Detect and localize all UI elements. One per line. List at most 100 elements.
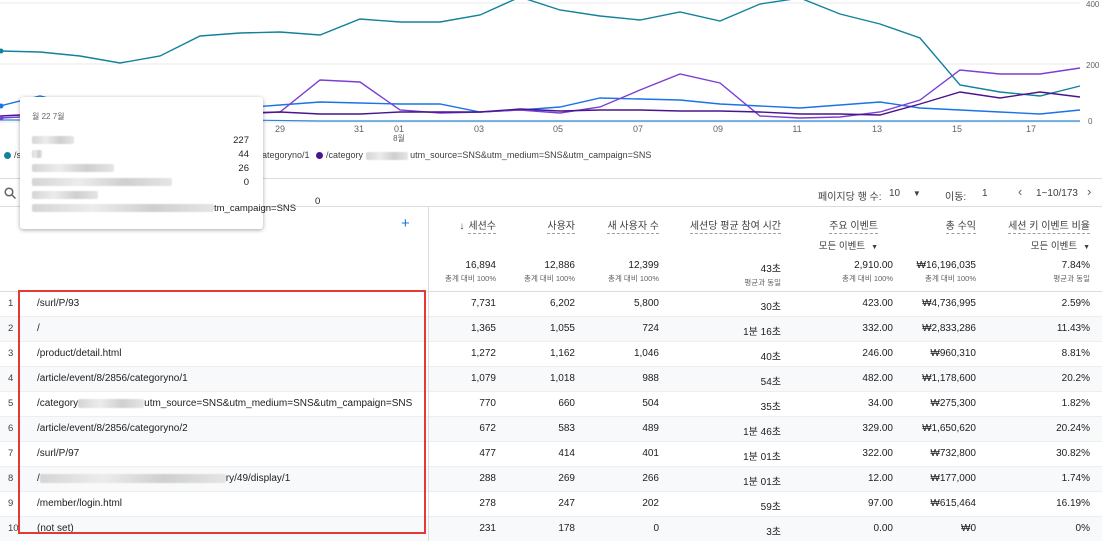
dropdown-arrow-icon: ▼ bbox=[912, 189, 921, 198]
redacted-text bbox=[32, 150, 42, 159]
col-header-key-events[interactable]: 주요 이벤트 모든 이벤트 ▼ bbox=[819, 217, 878, 252]
tooltip-row bbox=[32, 190, 249, 202]
col-header-sessions[interactable]: ↓ 세션수 bbox=[459, 217, 496, 234]
col-header-users[interactable]: 사용자 bbox=[547, 217, 575, 234]
redacted-text bbox=[365, 151, 408, 160]
col-header-new-users[interactable]: 새 사용자 수 bbox=[607, 217, 659, 234]
legend-item-2[interactable]: ategoryno/1 bbox=[262, 150, 310, 160]
row-divider bbox=[0, 391, 1102, 392]
page-path[interactable]: / bbox=[37, 323, 40, 334]
tooltip-row: 227 bbox=[32, 135, 249, 147]
series-point bbox=[0, 48, 4, 54]
column-separator bbox=[428, 291, 429, 541]
add-dimension-icon[interactable]: + bbox=[401, 215, 410, 232]
sort-arrow-icon: ↓ bbox=[459, 221, 465, 232]
x-tick-07: 07 bbox=[633, 124, 643, 134]
col-header-avg-engagement[interactable]: 세션당 평균 참여 시간 bbox=[689, 217, 781, 234]
x-tick-05: 05 bbox=[553, 124, 563, 134]
x-tick-09: 09 bbox=[713, 124, 723, 134]
total-revenue: ₩16,196,035 총계 대비 100% bbox=[916, 260, 977, 283]
highlight-box bbox=[18, 290, 426, 534]
goto-input[interactable]: 1 bbox=[982, 188, 988, 199]
total-key-events: 2,910.00 총계 대비 100% bbox=[842, 260, 893, 283]
col-header-key-event-rate[interactable]: 세션 키 이벤트 비율 모든 이벤트 ▼ bbox=[1008, 217, 1090, 252]
table-row[interactable]: 10 (not set) 231 178 0 3초 0.00 ₩0 0% bbox=[0, 516, 1102, 541]
page-path[interactable]: /surl/P/93 bbox=[37, 298, 80, 309]
x-tick-month: 8월 bbox=[393, 133, 405, 143]
key-events-filter[interactable]: 모든 이벤트 ▼ bbox=[818, 241, 878, 252]
tooltip-title: 월 22 7월 bbox=[32, 112, 65, 121]
table-row[interactable]: 2 / 1,365 1,055 724 1분 16초 332.00 ₩2,833… bbox=[0, 316, 1102, 341]
x-tick-15: 15 bbox=[952, 124, 962, 134]
page-path[interactable]: /member/login.html bbox=[37, 498, 123, 509]
page-path[interactable]: / ry/49/display/1 bbox=[37, 473, 291, 484]
row-divider bbox=[0, 516, 1102, 517]
table-row[interactable]: 4 /article/event/8/2856/categoryno/1 1,0… bbox=[0, 366, 1102, 391]
table-header: + ↓ 세션수 사용자 새 사용자 수 세션당 평균 참여 시간 주요 이벤트 모… bbox=[0, 207, 1102, 291]
divider bbox=[0, 206, 1102, 207]
row-divider bbox=[0, 466, 1102, 467]
column-separator bbox=[428, 207, 429, 291]
table-row[interactable]: 9 /member/login.html 278 247 202 59초 97.… bbox=[8, 498, 1090, 513]
dropdown-arrow-icon: ▼ bbox=[1083, 244, 1090, 251]
redacted-text bbox=[39, 473, 226, 483]
table-row[interactable]: 5 /category utm_source=SNS&utm_medium=SNS… bbox=[8, 398, 1090, 413]
redacted-text bbox=[32, 204, 214, 213]
x-tick-03: 03 bbox=[474, 124, 484, 134]
divider bbox=[0, 291, 1102, 292]
table-row[interactable]: 6 /article/event/8/2856/categoryno/2 672… bbox=[0, 416, 1102, 441]
col-header-revenue[interactable]: 총 수익 bbox=[945, 217, 976, 234]
x-tick-17: 17 bbox=[1026, 124, 1036, 134]
table-row[interactable]: 3 /product/detail.html 1,272 1,162 1,046… bbox=[8, 348, 1090, 363]
goto-label: 이동: bbox=[945, 192, 967, 203]
page-range: 1~10/173 bbox=[1036, 188, 1078, 199]
redacted-text bbox=[78, 398, 145, 408]
redacted-text bbox=[32, 164, 114, 173]
tooltip-row: 44 bbox=[32, 149, 249, 161]
legend-item-3[interactable]: /category utm_source=SNS&utm_medium=SNS&… bbox=[316, 150, 651, 160]
legend-dot-icon bbox=[4, 152, 11, 159]
search-icon[interactable] bbox=[4, 187, 16, 199]
row-divider bbox=[0, 441, 1102, 442]
row-divider bbox=[0, 341, 1102, 342]
chart-tooltip: 월 22 7월 227 44 26 0 tm_campaign=SNS bbox=[20, 97, 296, 229]
total-sessions: 16,894 총계 대비 100% bbox=[445, 260, 496, 283]
row-divider bbox=[0, 416, 1102, 417]
page-path[interactable]: /product/detail.html bbox=[37, 348, 122, 359]
series-line-1 bbox=[0, 0, 1081, 97]
page-path[interactable]: /article/event/8/2856/categoryno/1 bbox=[37, 373, 188, 384]
table-row[interactable]: 1 /surl/P/93 7,731 6,202 5,800 30초 423.0… bbox=[8, 298, 1090, 313]
redacted-text bbox=[32, 136, 74, 145]
prev-page-icon[interactable]: ‹ bbox=[1018, 184, 1023, 199]
key-event-rate-filter[interactable]: 모든 이벤트 ▼ bbox=[1030, 241, 1090, 252]
legend-item-1[interactable]: /s bbox=[4, 150, 21, 160]
next-page-icon[interactable]: › bbox=[1087, 184, 1092, 199]
tooltip-row: 26 bbox=[32, 163, 249, 175]
legend-dot-icon bbox=[316, 152, 323, 159]
x-tick-29: 29 bbox=[275, 124, 285, 134]
total-new-users: 12,399 총계 대비 100% bbox=[608, 260, 659, 283]
series-point bbox=[0, 103, 4, 109]
table-row[interactable]: 8 /ry/49/display/1 288 269 266 1분 01초 12… bbox=[0, 466, 1102, 491]
table-row[interactable]: 7 /surl/P/97 477 414 401 1분 01초 322.00 ₩… bbox=[8, 448, 1090, 463]
tooltip-last-value: 0 bbox=[315, 196, 321, 207]
tooltip-row: 0 bbox=[32, 177, 249, 189]
page-path[interactable]: /surl/P/97 bbox=[37, 448, 80, 459]
total-avg-engagement: 43초 평균과 동일 bbox=[744, 264, 781, 287]
page-path[interactable]: /article/event/8/2856/categoryno/2 bbox=[37, 423, 188, 434]
x-tick-11: 11 bbox=[792, 124, 801, 134]
series-point bbox=[0, 115, 4, 121]
table-toolbar: 페이지당 행 수: 10 ▼ 이동: 1 ‹ 1~10/173 › bbox=[0, 183, 1102, 205]
dropdown-arrow-icon: ▼ bbox=[871, 244, 878, 251]
page-path[interactable]: (not set) bbox=[37, 523, 74, 534]
rows-per-page-label: 페이지당 행 수: bbox=[818, 192, 882, 203]
y-tick-200: 200 bbox=[1086, 61, 1100, 70]
y-tick-400: 400 bbox=[1086, 0, 1100, 9]
tooltip-row: tm_campaign=SNS bbox=[32, 203, 296, 215]
divider bbox=[0, 178, 1102, 179]
row-divider bbox=[0, 316, 1102, 317]
row-divider bbox=[0, 491, 1102, 492]
rows-per-page-select[interactable]: 10 ▼ bbox=[889, 188, 921, 199]
page-path[interactable]: /category utm_source=SNS&utm_medium=SNS&u… bbox=[37, 398, 413, 409]
x-tick-13: 13 bbox=[872, 124, 882, 134]
